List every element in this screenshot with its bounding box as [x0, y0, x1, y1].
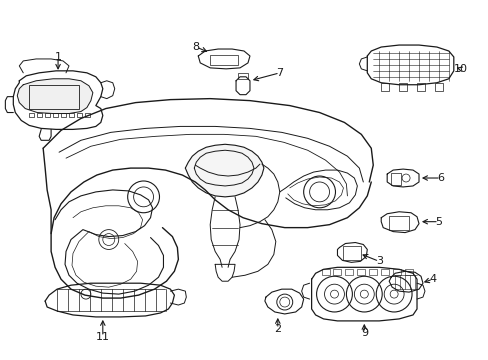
Polygon shape [19, 59, 69, 73]
Bar [53, 113, 58, 117]
Bar [388, 216, 408, 230]
Text: 10: 10 [453, 64, 467, 74]
Polygon shape [13, 71, 102, 129]
Polygon shape [388, 271, 422, 292]
Bar [390, 173, 400, 185]
Bar [77, 113, 82, 117]
Bar [381, 83, 388, 91]
Bar [368, 269, 376, 275]
Bar [45, 113, 50, 117]
Polygon shape [337, 243, 366, 262]
Text: 1: 1 [55, 52, 61, 62]
Bar [333, 269, 341, 275]
Polygon shape [236, 77, 249, 95]
Polygon shape [386, 169, 418, 187]
Bar [404, 269, 412, 275]
Polygon shape [264, 289, 303, 314]
Polygon shape [311, 267, 416, 321]
Text: 5: 5 [434, 217, 442, 227]
Bar [392, 269, 400, 275]
Bar [69, 113, 74, 117]
Bar [210, 55, 238, 65]
Text: 4: 4 [428, 274, 436, 284]
Bar [321, 269, 329, 275]
Polygon shape [101, 81, 115, 99]
Bar [434, 83, 442, 91]
Polygon shape [17, 79, 93, 113]
Bar [238, 73, 247, 79]
Polygon shape [366, 45, 453, 85]
Polygon shape [198, 49, 249, 69]
Polygon shape [45, 283, 174, 317]
Text: 7: 7 [276, 68, 283, 78]
Text: 2: 2 [274, 324, 281, 334]
Bar [357, 269, 365, 275]
Text: 6: 6 [436, 173, 444, 183]
Bar [398, 83, 406, 91]
Bar [61, 113, 66, 117]
Polygon shape [381, 212, 418, 233]
Text: 8: 8 [192, 42, 200, 52]
Bar [343, 247, 361, 260]
Polygon shape [170, 289, 186, 305]
Bar [37, 113, 42, 117]
Text: 9: 9 [360, 328, 367, 338]
Bar [381, 269, 388, 275]
Bar [29, 113, 34, 117]
Text: 3: 3 [375, 256, 382, 266]
Text: 11: 11 [96, 332, 110, 342]
Bar [85, 113, 90, 117]
Bar [416, 83, 424, 91]
Bar [345, 269, 353, 275]
Polygon shape [185, 144, 264, 197]
Bar [29, 85, 79, 109]
